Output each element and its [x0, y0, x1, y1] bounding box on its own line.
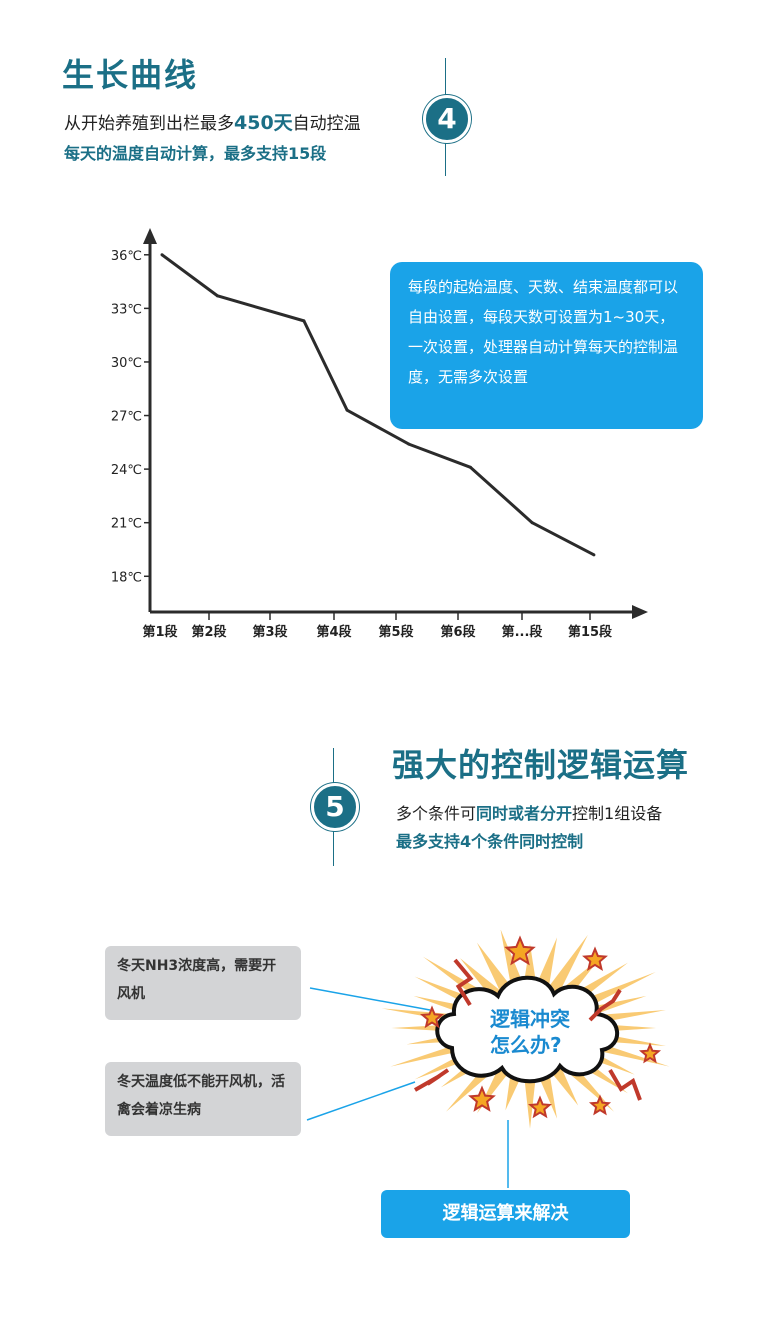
lightning-icon	[588, 988, 622, 1022]
growth-curve-chart: 36℃ 33℃ 30℃ 27℃ 24℃ 21℃ 18℃ 第1段 第2段 第3段 第4段 第5段 第6段 第…	[111, 228, 648, 640]
x-tick-label: 第3段	[252, 624, 287, 640]
section5-line1-highlight: 同时或者分开	[476, 804, 573, 823]
star-icon	[420, 1005, 444, 1029]
section4-line1-prefix: 从开始养殖到出栏最多	[64, 114, 234, 134]
y-tick-label: 21℃	[111, 517, 142, 532]
x-tick-label: 第1段	[142, 624, 177, 640]
section4-title: 生长曲线	[62, 56, 199, 94]
section5-line1-suffix: 控制1组设备	[572, 804, 663, 823]
data-point	[160, 253, 164, 257]
y-tick-label: 27℃	[111, 410, 142, 425]
y-tick-label: 36℃	[111, 249, 142, 264]
lightning-icon	[414, 1068, 450, 1092]
x-tick-label: 第6段	[440, 624, 475, 640]
star-icon	[504, 935, 536, 966]
condition-box-temperature: 冬天温度低不能开风机，活禽会着凉生病	[105, 1062, 301, 1136]
section4-line2: 每天的温度自动计算，最多支持15段	[64, 144, 327, 163]
x-axis-arrow	[632, 605, 648, 619]
y-tick-label: 24℃	[111, 463, 142, 478]
section4-line1-highlight: 450天	[234, 112, 293, 134]
section4-line1-suffix: 自动控温	[292, 114, 361, 134]
logic-solve-button[interactable]: 逻辑运算来解决	[381, 1190, 630, 1238]
y-tick-label: 18℃	[111, 570, 142, 585]
temperature-series-line	[161, 253, 595, 557]
star-icon	[528, 1095, 552, 1119]
conflict-text-line2: 怎么办?	[490, 1033, 562, 1057]
y-axis-arrow	[143, 228, 157, 244]
logic-conflict-explosion-icon: 逻辑冲突 怎么办?	[306, 930, 670, 1188]
star-icon	[638, 1042, 662, 1064]
section5-line1: 多个条件可同时或者分开控制1组设备	[396, 800, 662, 824]
lightning-icon	[453, 958, 474, 1007]
data-point	[407, 442, 411, 446]
x-tick-label: 第2段	[191, 624, 226, 640]
conflict-text-line1: 逻辑冲突	[490, 1007, 570, 1031]
y-tick-label: 30℃	[111, 356, 142, 371]
x-tick-label: 第4段	[316, 624, 351, 640]
section5-badge: 5	[311, 783, 359, 831]
x-tick-label: 第...段	[502, 624, 543, 640]
condition-box-nh3: 冬天NH3浓度高，需要开风机	[105, 946, 301, 1020]
section5-line1-prefix: 多个条件可	[396, 804, 477, 823]
star-icon	[582, 946, 608, 972]
section5-title: 强大的控制逻辑运算	[392, 746, 690, 784]
data-point	[302, 319, 306, 323]
lightning-icon	[608, 1068, 642, 1101]
chart-note-bubble: 每段的起始温度、天数、结束温度都可以自由设置，每段天数可设置为1~30天，一次设…	[390, 262, 703, 429]
x-tick-label: 第15段	[568, 624, 612, 640]
section5-line2: 最多支持4个条件同时控制	[396, 832, 584, 851]
data-point	[216, 294, 220, 298]
data-point	[469, 465, 472, 469]
star-icon	[588, 1094, 612, 1116]
x-tick-label: 第5段	[378, 624, 413, 640]
data-point	[592, 553, 596, 557]
data-point	[530, 521, 534, 525]
section4-badge: 4	[423, 95, 471, 143]
star-icon	[468, 1085, 496, 1112]
section4-line1: 从开始养殖到出栏最多450天自动控温	[64, 108, 361, 135]
data-point	[345, 408, 349, 412]
y-tick-label: 33℃	[111, 302, 142, 317]
